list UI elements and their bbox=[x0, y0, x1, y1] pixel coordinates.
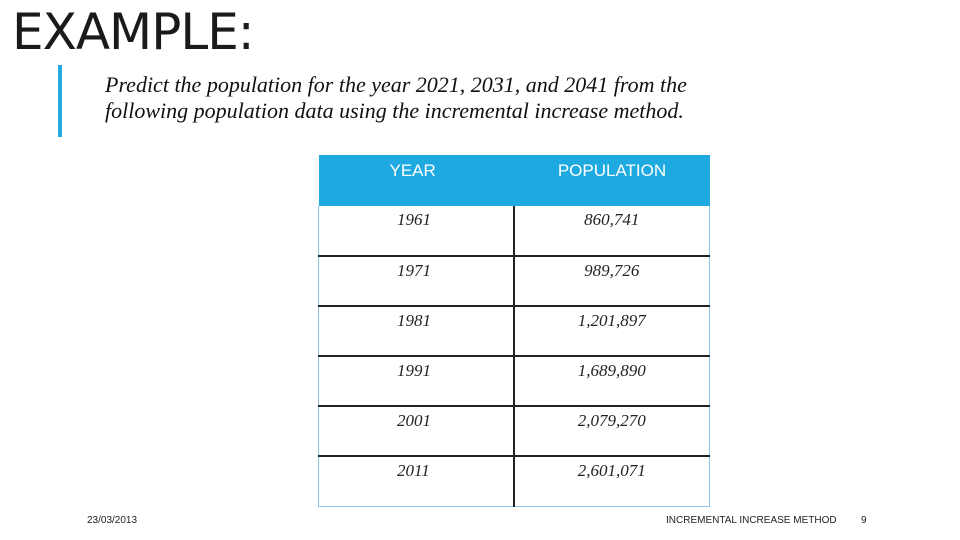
table-row: 1981 1,201,897 bbox=[318, 306, 710, 357]
year-cell: 1991 bbox=[318, 356, 515, 407]
slide-title: EXAMPLE: bbox=[12, 3, 255, 61]
question-text: Predict the population for the year 2021… bbox=[105, 72, 687, 123]
year-cell: 2001 bbox=[318, 406, 515, 457]
year-cell: 1981 bbox=[318, 306, 515, 357]
population-cell: 2,079,270 bbox=[513, 406, 710, 457]
page-number: 9 bbox=[861, 515, 867, 526]
table-row: 2011 2,601,071 bbox=[318, 456, 710, 507]
table-row: 1961 860,741 bbox=[318, 206, 710, 257]
population-cell: 860,741 bbox=[513, 206, 710, 257]
population-cell: 989,726 bbox=[513, 256, 710, 307]
year-cell: 2011 bbox=[318, 456, 515, 507]
table-header-row: YEAR POPULATION bbox=[318, 155, 710, 206]
population-table: YEAR POPULATION 1961 860,741 1971 989,72… bbox=[318, 155, 710, 507]
population-cell: 1,689,890 bbox=[513, 356, 710, 407]
header-population: POPULATION bbox=[512, 155, 710, 206]
table-row: 2001 2,079,270 bbox=[318, 406, 710, 457]
footer-title: INCREMENTAL INCREASE METHOD bbox=[666, 515, 837, 526]
year-cell: 1971 bbox=[318, 256, 515, 307]
year-cell: 1961 bbox=[318, 206, 515, 257]
population-cell: 2,601,071 bbox=[513, 456, 710, 507]
table-row: 1971 989,726 bbox=[318, 256, 710, 307]
footer-date: 23/03/2013 bbox=[87, 515, 138, 526]
population-cell: 1,201,897 bbox=[513, 306, 710, 357]
accent-bar bbox=[58, 65, 62, 137]
header-year: YEAR bbox=[318, 155, 514, 206]
table-row: 1991 1,689,890 bbox=[318, 356, 710, 407]
